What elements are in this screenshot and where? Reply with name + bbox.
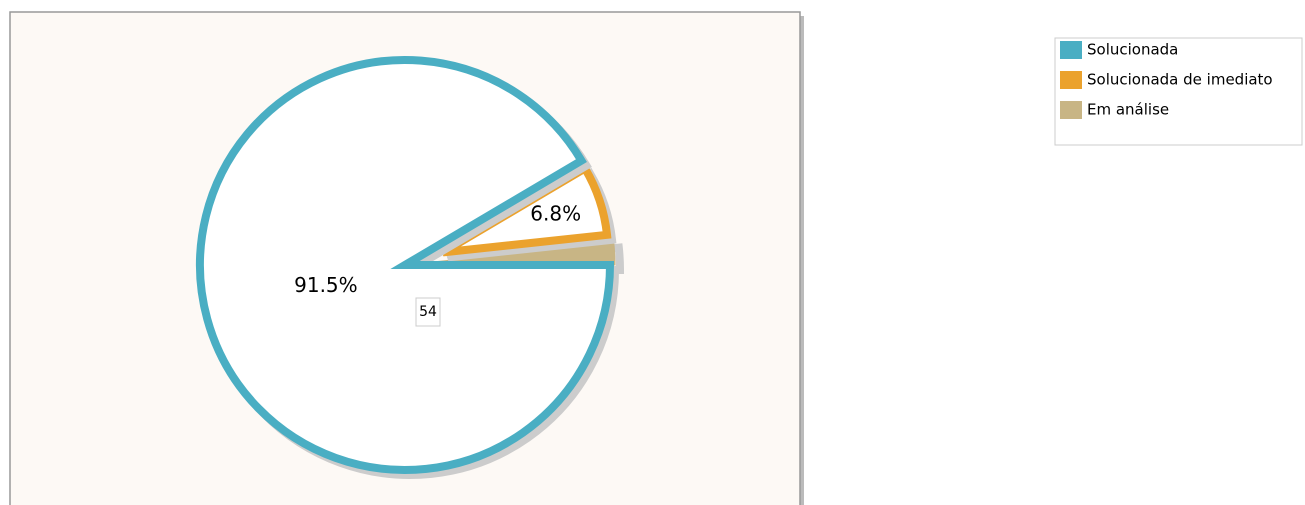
legend-swatch: [1060, 71, 1082, 89]
slice: [196, 56, 615, 474]
legend-label: Em análise: [1087, 101, 1169, 119]
pie: 6.8% 91.5%: [196, 56, 625, 479]
legend-label: Solucionada: [1087, 41, 1178, 59]
legend-swatch: [1060, 41, 1082, 59]
legend: Solucionada Solucionada de imediato Em aná…: [1060, 41, 1273, 119]
legend-label: Solucionada de imediato: [1087, 71, 1273, 89]
data-label: 91.5%: [294, 273, 358, 297]
annotation-box: [415, 297, 441, 327]
legend-box: [1054, 37, 1303, 146]
legend-swatch: [1060, 101, 1082, 119]
annotation: 54: [419, 304, 437, 320]
data-label: 6.8%: [530, 201, 581, 225]
slice-shadow: [409, 243, 625, 274]
